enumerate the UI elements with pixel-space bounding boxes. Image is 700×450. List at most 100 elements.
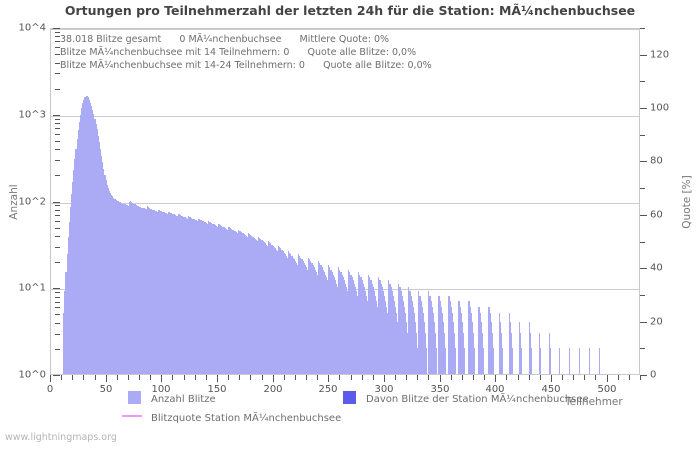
histogram-bar bbox=[171, 213, 173, 374]
histogram-bar bbox=[133, 204, 135, 374]
histogram-bar bbox=[270, 243, 272, 374]
x-tick-minor bbox=[339, 375, 340, 380]
histogram-bar bbox=[370, 280, 372, 374]
histogram-bar bbox=[255, 240, 257, 374]
x-tick-minor bbox=[139, 375, 140, 380]
x-tick-minor bbox=[562, 375, 563, 380]
histogram-bar bbox=[138, 206, 141, 374]
histogram-bar bbox=[225, 228, 227, 374]
x-tick-major bbox=[551, 375, 552, 382]
histogram-bar bbox=[471, 321, 473, 374]
x-tick-minor bbox=[172, 375, 173, 380]
histogram-bar bbox=[226, 229, 228, 374]
histogram-bar bbox=[340, 271, 342, 374]
right-tick-label: 20 bbox=[650, 316, 663, 328]
histogram-bar bbox=[430, 300, 432, 374]
histogram-bar bbox=[539, 347, 541, 374]
histogram-bar bbox=[366, 295, 368, 374]
histogram-bar bbox=[228, 226, 230, 374]
x-tick-minor bbox=[362, 375, 363, 380]
histogram-bar bbox=[334, 280, 336, 374]
x-tick-minor bbox=[595, 375, 596, 380]
histogram-bar bbox=[234, 231, 236, 374]
histogram-bar bbox=[184, 217, 186, 374]
histogram-bar bbox=[205, 223, 207, 374]
histogram-bar bbox=[87, 97, 89, 374]
x-tick-minor bbox=[417, 375, 418, 380]
x-tick-minor bbox=[128, 375, 129, 380]
x-axis-title: Teilnehmer bbox=[565, 396, 623, 408]
histogram-bar bbox=[288, 251, 290, 374]
histogram-bar bbox=[217, 223, 220, 374]
histogram-bar bbox=[154, 210, 156, 374]
legend-item-blitzquote: Blitzquote Station MÃ¼nchenbuchsee bbox=[122, 413, 341, 424]
right-tick-major bbox=[640, 161, 647, 162]
histogram-bar bbox=[110, 193, 112, 374]
x-tick-label: 250 bbox=[318, 384, 338, 395]
legend-line-blitzquote bbox=[122, 415, 142, 417]
histogram-bar bbox=[313, 267, 315, 374]
right-tick-minor bbox=[640, 188, 645, 189]
legend-swatch-station-blitze bbox=[343, 391, 356, 404]
histogram-bar bbox=[281, 249, 283, 374]
histogram-bar bbox=[140, 207, 142, 374]
histogram-bar bbox=[74, 159, 76, 374]
histogram-bar bbox=[304, 265, 306, 374]
right-tick-major bbox=[640, 108, 647, 109]
x-tick-label: 0 bbox=[46, 384, 54, 395]
histogram-bar bbox=[325, 277, 328, 374]
x-tick-minor bbox=[462, 375, 463, 380]
histogram-bar bbox=[89, 102, 92, 374]
x-tick-label: 100 bbox=[151, 384, 171, 395]
histogram-bar bbox=[399, 287, 401, 374]
x-tick-minor bbox=[618, 375, 619, 380]
histogram-bar bbox=[510, 332, 512, 374]
y-tick-minor bbox=[55, 228, 60, 229]
histogram-bar bbox=[398, 283, 400, 374]
histogram-bar bbox=[377, 306, 379, 374]
histogram-bar bbox=[183, 216, 185, 374]
x-tick-minor bbox=[529, 375, 530, 380]
histogram-bar bbox=[328, 265, 330, 374]
histogram-bar bbox=[148, 207, 151, 374]
histogram-bar bbox=[415, 321, 417, 374]
histogram-bar bbox=[155, 211, 157, 374]
histogram-bar bbox=[455, 347, 457, 374]
histogram-bar bbox=[300, 257, 302, 374]
histogram-bar bbox=[274, 248, 276, 374]
histogram-bar bbox=[166, 213, 168, 374]
histogram-bar bbox=[413, 313, 416, 374]
histogram-bar bbox=[152, 209, 154, 374]
y-tick-minor bbox=[55, 63, 60, 64]
y-tick-minor bbox=[55, 221, 60, 222]
x-tick-minor bbox=[206, 375, 207, 380]
histogram-bar bbox=[491, 332, 493, 374]
histogram-bar bbox=[150, 208, 152, 374]
histogram-bar bbox=[384, 300, 387, 374]
histogram-bar bbox=[436, 347, 438, 374]
histogram-bar bbox=[393, 300, 395, 374]
histogram-bar bbox=[299, 255, 301, 374]
histogram-bar bbox=[468, 300, 470, 374]
histogram-bar bbox=[86, 96, 88, 374]
x-tick-minor bbox=[150, 375, 151, 380]
histogram-bar bbox=[95, 123, 97, 374]
histogram-bar bbox=[126, 205, 128, 374]
histogram-bar bbox=[317, 274, 319, 374]
x-tick-minor bbox=[473, 375, 474, 380]
histogram-bar bbox=[305, 267, 308, 374]
histogram-bar bbox=[269, 242, 271, 374]
y-tick-minor bbox=[55, 41, 60, 42]
histogram-bar bbox=[283, 252, 285, 374]
histogram-bar bbox=[258, 236, 260, 374]
y-tick-minor bbox=[55, 141, 60, 142]
histogram-bar bbox=[207, 221, 210, 374]
histogram-bar bbox=[400, 291, 402, 374]
legend-item-station-blitze: Davon Blitze der Station MÃ¼nchenbuchsee bbox=[343, 391, 589, 405]
histogram-bar bbox=[105, 180, 107, 374]
histogram-bar bbox=[294, 261, 296, 374]
histogram-bar bbox=[387, 313, 389, 374]
histogram-bar bbox=[452, 321, 454, 374]
histogram-bar bbox=[256, 241, 259, 374]
x-tick-minor bbox=[306, 375, 307, 380]
